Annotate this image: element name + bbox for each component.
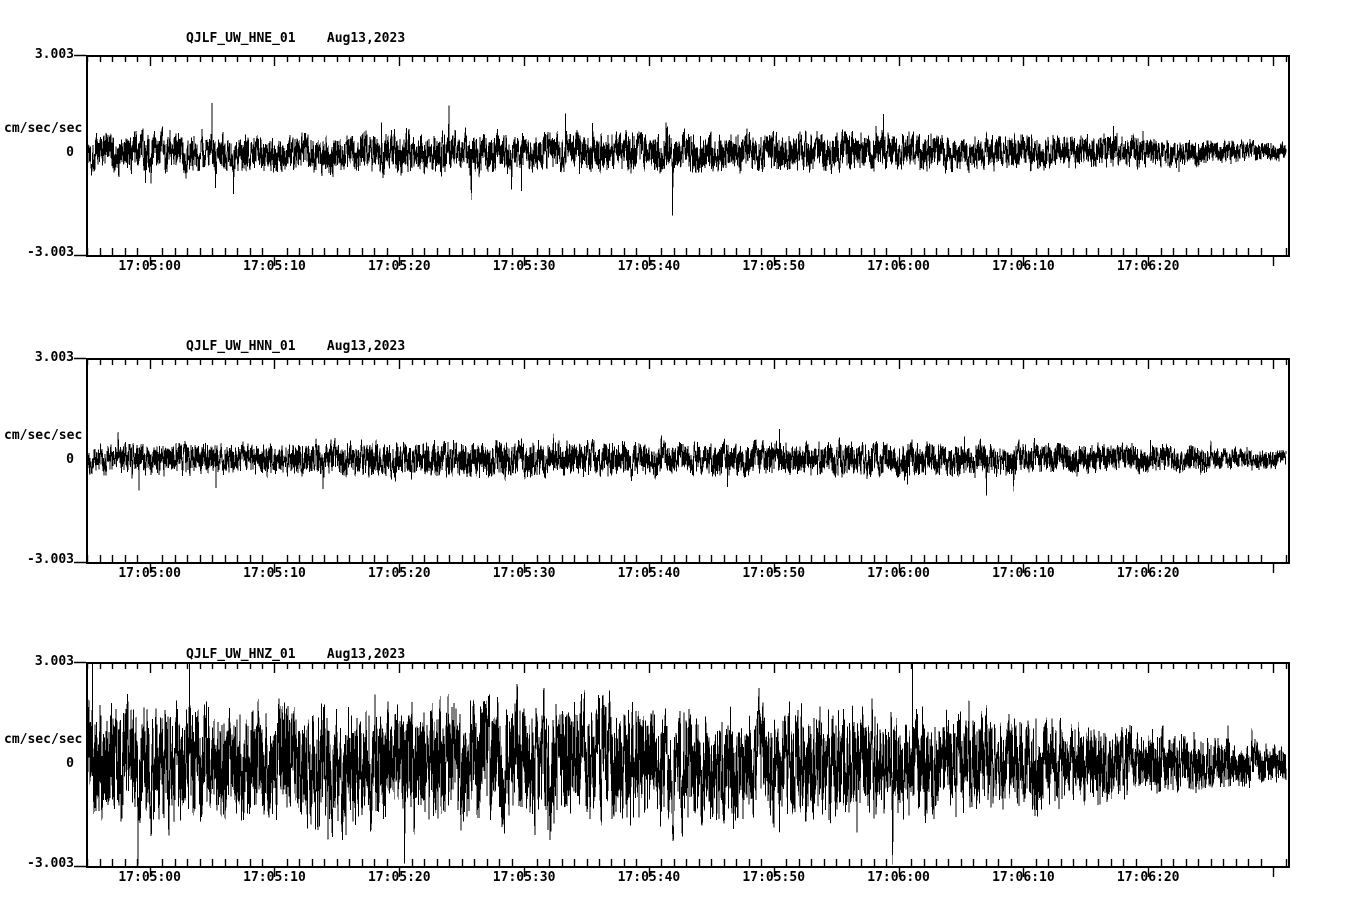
- x-tick-label-hnn-6: 17:06:00: [867, 566, 930, 581]
- waveform-trace-hne: [88, 102, 1287, 216]
- x-tick-label-hnz-5: 17:05:50: [742, 870, 806, 885]
- x-tick-label-hne-8: 17:06:20: [1116, 259, 1180, 274]
- x-tick-label-hnn-4: 17:05:40: [617, 566, 681, 581]
- y-tick-label-max-hnn: 3.003: [34, 350, 74, 365]
- y-axis-unit-label-hnn: cm/sec/sec: [4, 428, 83, 443]
- x-tick-label-hnn-5: 17:05:50: [742, 566, 806, 581]
- x-tick-label-hnz-6: 17:06:00: [867, 870, 930, 885]
- x-tick-label-hnn-2: 17:05:20: [367, 566, 431, 581]
- panel-title-hnn: QJLF_UW_HNN_01 Aug13,2023: [186, 339, 406, 354]
- y-tick-label-min-hne: -3.003: [27, 245, 74, 260]
- x-tick-label-hnn-8: 17:06:20: [1116, 566, 1180, 581]
- x-tick-label-hnz-2: 17:05:20: [367, 870, 431, 885]
- x-tick-label-hne-5: 17:05:50: [742, 259, 806, 274]
- x-tick-label-hne-7: 17:06:10: [992, 259, 1055, 274]
- x-tick-label-hne-2: 17:05:20: [367, 259, 431, 274]
- y-axis-unit-label-hnz: cm/sec/sec: [4, 732, 83, 747]
- y-tick-label-min-hnz: -3.003: [27, 856, 74, 871]
- x-tick-label-hnz-8: 17:06:20: [1116, 870, 1180, 885]
- x-tick-label-hnz-7: 17:06:10: [992, 870, 1055, 885]
- x-tick-label-hnz-1: 17:05:10: [243, 870, 306, 885]
- x-tick-label-hnn-3: 17:05:30: [492, 566, 556, 581]
- y-axis-unit-label-hne: cm/sec/sec: [4, 121, 83, 136]
- y-tick-label-max-hnz: 3.003: [34, 654, 74, 669]
- x-tick-label-hne-4: 17:05:40: [617, 259, 681, 274]
- panel-title-hnz: QJLF_UW_HNZ_01 Aug13,2023: [186, 647, 406, 662]
- x-tick-label-hnz-3: 17:05:30: [492, 870, 556, 885]
- x-tick-label-hne-0: 17:05:00: [118, 259, 181, 274]
- x-tick-label-hnz-0: 17:05:00: [118, 870, 181, 885]
- y-tick-label-zero-hnz: 0: [66, 756, 74, 771]
- x-tick-label-hnn-1: 17:05:10: [243, 566, 306, 581]
- y-tick-label-zero-hne: 0: [66, 145, 74, 160]
- y-tick-label-min-hnn: -3.003: [27, 552, 74, 567]
- x-tick-label-hne-6: 17:06:00: [867, 259, 930, 274]
- x-tick-label-hne-1: 17:05:10: [243, 259, 306, 274]
- waveform-trace-hnn: [88, 429, 1287, 496]
- panel-title-hne: QJLF_UW_HNE_01 Aug13,2023: [186, 31, 406, 46]
- x-tick-label-hnz-4: 17:05:40: [617, 870, 681, 885]
- waveform-trace-hnz: [88, 663, 1287, 865]
- x-tick-label-hnn-7: 17:06:10: [992, 566, 1055, 581]
- x-tick-label-hne-3: 17:05:30: [492, 259, 556, 274]
- y-tick-label-zero-hnn: 0: [66, 452, 74, 467]
- y-tick-label-max-hne: 3.003: [34, 47, 74, 62]
- x-tick-label-hnn-0: 17:05:00: [118, 566, 181, 581]
